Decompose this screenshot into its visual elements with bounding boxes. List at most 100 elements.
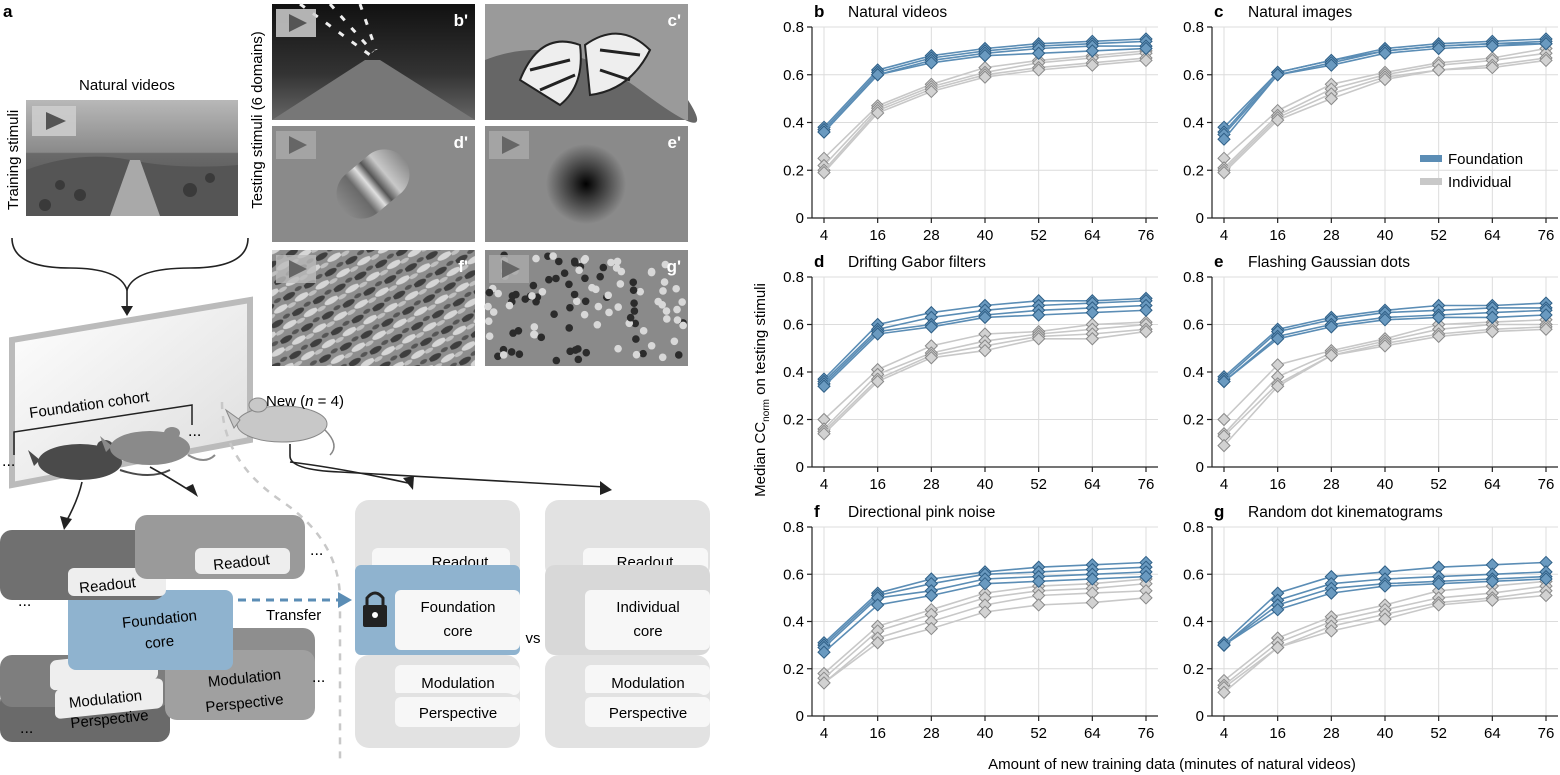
- random-dot: [485, 288, 494, 297]
- data-point-individual: [1378, 339, 1392, 353]
- y-tick-label: 0.4: [1183, 614, 1204, 631]
- data-point-foundation: [924, 320, 939, 334]
- x-tick-label: 40: [1377, 476, 1394, 493]
- brace: [11, 237, 249, 293]
- y-tick-label: 0.4: [1183, 364, 1204, 381]
- modulation-label: Modulation: [421, 675, 494, 692]
- legend: Foundation Individual: [1420, 151, 1523, 191]
- ellipsis: ...: [310, 542, 323, 559]
- foundation-core-label: Foundation: [420, 599, 495, 616]
- data-point-individual: [1485, 324, 1500, 339]
- panel-a: a Natural videos Training stimuli Testin…: [0, 2, 710, 760]
- x-tick-label: 16: [1269, 227, 1286, 244]
- data-point-individual: [1085, 58, 1100, 72]
- y-tick-label: 0: [1196, 708, 1204, 725]
- random-dot: [630, 307, 639, 315]
- random-dot: [626, 313, 635, 322]
- y-tick-label: 0.8: [783, 519, 804, 536]
- data-point-individual: [817, 427, 831, 441]
- random-dot: [639, 327, 648, 335]
- y-tick-label: 0: [796, 708, 804, 725]
- x-tick-label: 16: [869, 725, 886, 742]
- data-point-foundation: [1031, 574, 1046, 589]
- data-point-individual: [1539, 53, 1553, 68]
- data-point-individual: [1139, 591, 1153, 605]
- perspective-label: Perspective: [419, 705, 497, 722]
- random-dot: [593, 320, 602, 329]
- data-point-individual: [1485, 60, 1500, 75]
- chart-title: Random dot kinematograms: [1248, 504, 1443, 521]
- random-dot: [565, 280, 573, 289]
- x-tick-label: 52: [1430, 227, 1447, 244]
- x-tick-label: 64: [1084, 227, 1101, 244]
- display-screen: [9, 296, 253, 489]
- legend-individual: Individual: [1448, 174, 1511, 191]
- data-point-individual: [1270, 113, 1285, 127]
- panel-letter-b: b: [814, 2, 824, 21]
- data-point-foundation: [1217, 638, 1231, 652]
- x-tick-label: 16: [869, 227, 886, 244]
- random-dot: [565, 324, 574, 332]
- data-point-individual: [1031, 63, 1046, 77]
- legend-swatch-individual: [1420, 178, 1442, 185]
- data-point-foundation: [1324, 58, 1339, 72]
- readout-label: Readout: [212, 551, 271, 574]
- y-tick-label: 0: [1196, 459, 1204, 476]
- random-dot: [572, 297, 581, 306]
- stimulus-thumb-c: c': [485, 4, 698, 123]
- x-tick-label: 76: [1538, 227, 1555, 244]
- data-point-individual: [817, 165, 831, 180]
- video-icon: [289, 136, 307, 154]
- data-point-foundation: [817, 379, 831, 393]
- data-point-foundation: [1270, 602, 1285, 617]
- stimulus-thumb-d: d': [272, 126, 475, 242]
- data-point-foundation: [1085, 44, 1100, 58]
- y-tick-label: 0: [1196, 210, 1204, 227]
- individual-core-label: Individual: [616, 599, 679, 616]
- panel-letter-e: e: [1214, 252, 1223, 271]
- data-point-individual: [1539, 322, 1553, 336]
- random-dot: [528, 292, 536, 300]
- x-tick-label: 4: [1220, 227, 1228, 244]
- data-point-individual: [1270, 640, 1285, 655]
- data-point-individual: [924, 351, 939, 365]
- random-dot: [679, 321, 687, 330]
- thumb-tag: g': [667, 257, 681, 276]
- stack-new-individual: Readout Individual core Modulation Persp…: [545, 500, 710, 748]
- x-tick-label: 28: [923, 227, 940, 244]
- random-dot: [599, 263, 608, 272]
- random-dot: [596, 272, 604, 281]
- x-tick-label: 64: [1084, 725, 1101, 742]
- random-dot: [672, 284, 680, 293]
- ellipsis: ...: [18, 593, 31, 610]
- y-tick-label: 0.8: [783, 269, 804, 286]
- data-point-foundation: [1539, 37, 1553, 51]
- x-tick-label: 52: [1030, 725, 1047, 742]
- charts: 00.20.40.60.84 16 28 40 52 64 76b Natural video…: [783, 2, 1558, 742]
- y-tick-label: 0.8: [1183, 269, 1204, 286]
- data-point-individual: [1031, 332, 1046, 346]
- panel-letter-g: g: [1214, 502, 1224, 521]
- data-point-foundation: [1270, 68, 1285, 82]
- random-dot: [582, 348, 591, 357]
- data-point-individual: [1378, 72, 1392, 87]
- y-tick-label: 0.8: [1183, 19, 1204, 36]
- x-tick-label: 52: [1430, 476, 1447, 493]
- legend-swatch-foundation: [1420, 155, 1442, 162]
- random-dot: [581, 274, 589, 283]
- x-tick-label: 64: [1484, 227, 1501, 244]
- vs-label: vs: [526, 630, 541, 647]
- random-dot: [614, 344, 622, 353]
- y-axis-label: Median CCnorm on testing stimuli: [752, 283, 772, 497]
- x-tick-label: 64: [1484, 476, 1501, 493]
- x-tick-label: 76: [1538, 725, 1555, 742]
- random-dot: [629, 278, 638, 287]
- random-dot: [494, 352, 502, 361]
- y-tick-label: 0.8: [783, 19, 804, 36]
- x-tick-label: 28: [1323, 725, 1340, 742]
- y-tick-label: 0.2: [783, 661, 804, 678]
- random-dot: [629, 286, 638, 294]
- data-point-individual: [1431, 329, 1446, 344]
- ellipsis: ...: [20, 720, 33, 737]
